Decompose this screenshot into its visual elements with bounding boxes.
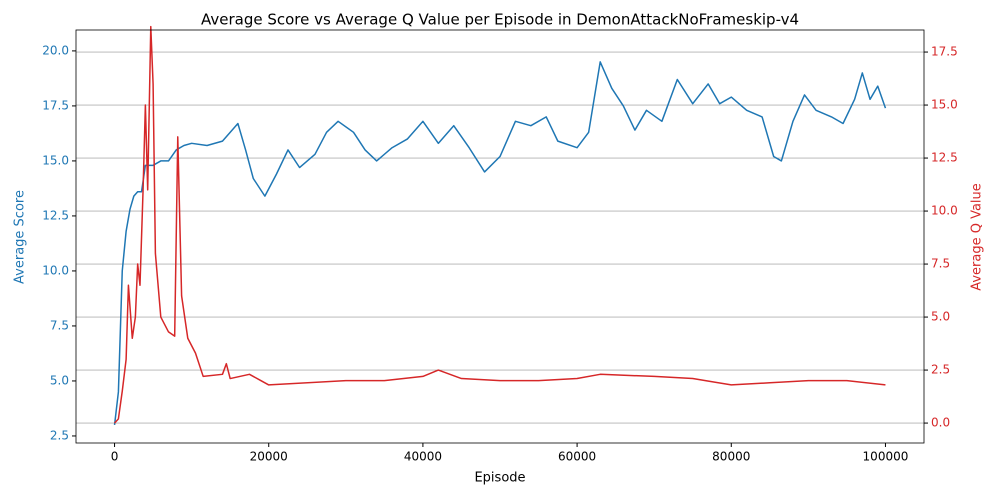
y-axis-label: Average Score [13, 190, 28, 284]
plot-frame [75, 29, 925, 444]
x-tick-label: 60000 [558, 450, 596, 464]
y2-tick-label: 0.0 [931, 416, 950, 430]
y-tick-label: 20.0 [42, 43, 69, 57]
y-tick-label: 17.5 [42, 98, 69, 112]
y2-tick-label: 12.5 [931, 151, 958, 165]
y2-tick-label: 10.0 [931, 204, 958, 218]
y-tick-label: 7.5 [50, 318, 69, 332]
x-tick-label: 80000 [712, 450, 750, 464]
chart-title: Average Score vs Average Q Value per Epi… [201, 11, 799, 29]
series-line [113, 25, 886, 424]
series-line [113, 61, 887, 426]
y2-tick-label: 15.0 [931, 98, 958, 112]
y-tick-label: 12.5 [42, 208, 69, 222]
y-tick-label: 2.5 [50, 428, 69, 442]
y-tick-label: 10.0 [42, 263, 69, 277]
x-tick-label: 40000 [404, 450, 442, 464]
y2-tick-label: 2.5 [931, 363, 950, 377]
y2-axis-label: Average Q Value [970, 183, 985, 291]
y-tick-label: 15.0 [42, 153, 69, 167]
x-tick-label: 0 [111, 450, 119, 464]
y2-tick-label: 5.0 [931, 310, 950, 324]
y2-tick-label: 17.5 [931, 45, 958, 59]
y2-tick-label: 7.5 [931, 257, 950, 271]
x-axis-label: Episode [474, 471, 525, 486]
x-tick-label: 20000 [250, 450, 288, 464]
x-tick-label: 100000 [863, 450, 909, 464]
y-tick-label: 5.0 [50, 373, 69, 387]
